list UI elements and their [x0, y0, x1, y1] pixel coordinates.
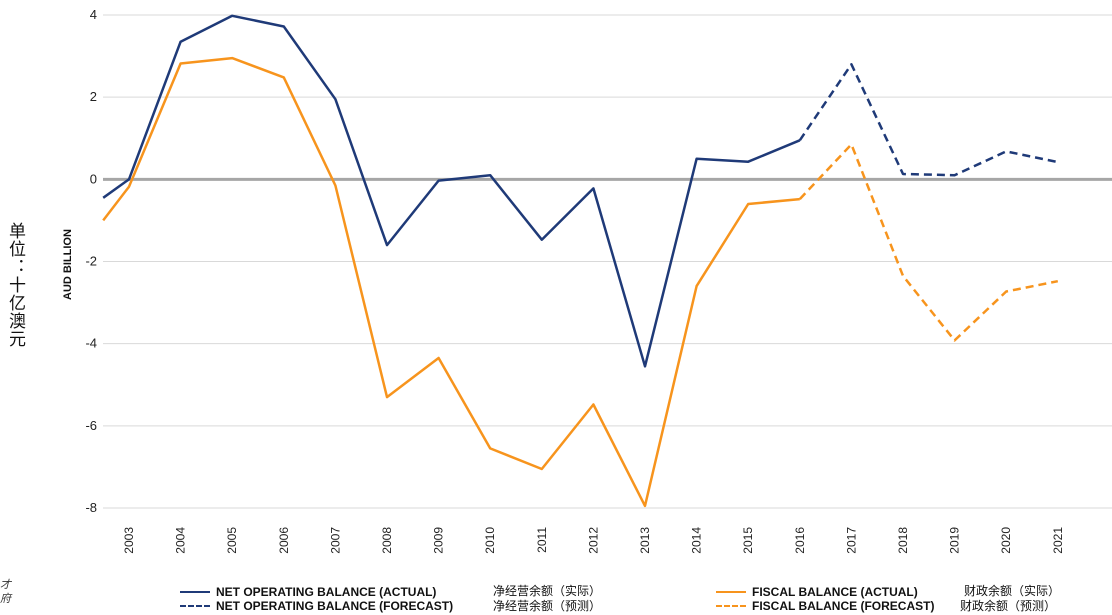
legend-label-cn: 财政余额（预测） — [960, 599, 1057, 613]
x-tick-label: 2011 — [535, 527, 549, 553]
y-axis-label-cn: 单位：十亿澳元 — [5, 222, 25, 348]
x-tick-label: 2008 — [380, 527, 394, 554]
x-tick-label: 2021 — [1051, 527, 1065, 554]
y-tick-labels: 4 2 0 -2 -4 -6 -8 — [85, 7, 97, 515]
series-line-3 — [798, 143, 1059, 342]
y-tick-label: 2 — [90, 89, 97, 104]
legend-item-fiscal-forecast: FISCAL BALANCE (FORECAST) — [716, 599, 934, 613]
x-tick-label: 2017 — [844, 527, 858, 554]
legend: NET OPERATING BALANCE (ACTUAL) NET OPERA… — [0, 584, 1112, 615]
corner-text-line: 府 — [0, 592, 11, 605]
x-tick-label: 2015 — [741, 527, 755, 554]
legend-swatch — [180, 591, 210, 593]
x-tick-label: 2018 — [896, 527, 910, 554]
x-tick-label: 2019 — [948, 527, 962, 554]
legend-label-cn: 净经营余额（实际） — [493, 584, 602, 598]
y-tick-label: -2 — [85, 254, 97, 269]
corner-text-line: 才 — [0, 578, 11, 591]
legend-item-net-actual: NET OPERATING BALANCE (ACTUAL) — [180, 585, 436, 599]
x-tick-label: 2013 — [638, 527, 652, 554]
x-tick-label: 2012 — [586, 527, 600, 554]
series-lines — [102, 14, 1059, 508]
x-tick-label: 2009 — [432, 527, 446, 554]
legend-item-net-forecast: NET OPERATING BALANCE (FORECAST) — [180, 599, 453, 613]
series-line-2 — [102, 56, 800, 508]
grid-lines — [103, 14, 1112, 509]
y-tick-label: 4 — [90, 7, 97, 22]
x-tick-label: 2020 — [999, 527, 1013, 554]
series-line-0 — [102, 14, 801, 368]
series-line-1 — [798, 63, 1059, 177]
x-tick-label: 2014 — [690, 527, 704, 554]
legend-swatch — [716, 591, 746, 593]
y-tick-label: 0 — [90, 171, 97, 186]
x-tick-label: 2007 — [328, 527, 342, 554]
legend-label: NET OPERATING BALANCE (FORECAST) — [216, 599, 454, 613]
legend-item-fiscal-actual: FISCAL BALANCE (ACTUAL) — [716, 585, 918, 599]
x-tick-labels: 2003 2004 2005 2006 2007 2008 2009 2010 2011 2012… — [122, 527, 1065, 554]
legend-label: FISCAL BALANCE (FORECAST) — [752, 599, 935, 613]
y-tick-label: -4 — [85, 336, 97, 351]
x-tick-label: 2004 — [174, 527, 188, 554]
x-tick-label: 2005 — [225, 527, 239, 554]
corner-text: 才 府 — [0, 578, 11, 606]
y-tick-label: -8 — [85, 500, 97, 515]
legend-label: FISCAL BALANCE (ACTUAL) — [752, 585, 918, 599]
legend-label: NET OPERATING BALANCE (ACTUAL) — [216, 585, 437, 599]
legend-swatch — [716, 605, 746, 607]
x-tick-label: 2003 — [122, 527, 136, 554]
x-tick-label: 2006 — [277, 527, 291, 554]
legend-label-cn: 财政余额（实际） — [964, 584, 1061, 598]
y-axis-label-en: AUD BILLION — [62, 229, 74, 300]
legend-label-cn: 净经营余额（预测） — [493, 599, 602, 613]
x-tick-label: 2010 — [483, 527, 497, 554]
legend-swatch — [180, 605, 210, 607]
x-tick-label: 2016 — [793, 527, 807, 554]
y-tick-label: -6 — [85, 418, 97, 433]
